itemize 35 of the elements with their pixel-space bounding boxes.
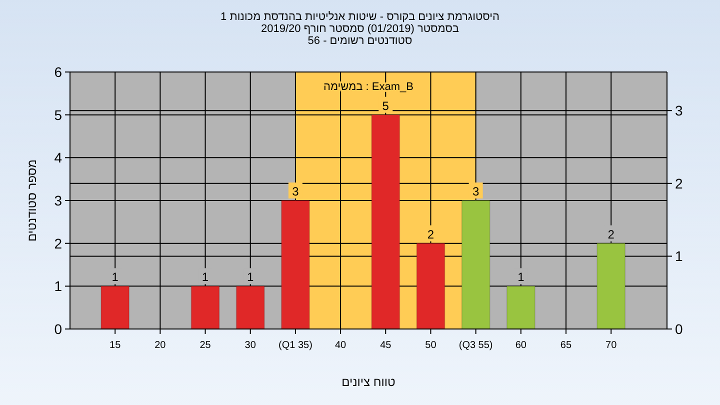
x-tick-label: (Q3 55): [458, 340, 493, 351]
x-tick-label: 30: [244, 340, 256, 351]
data-label: 2: [608, 227, 615, 242]
y-tick-label: 4: [54, 150, 62, 166]
data-label: 5: [382, 98, 390, 113]
y2-tick-label: 2: [675, 175, 683, 192]
y-tick-label: 3: [54, 192, 62, 208]
x-tick-label: 20: [154, 340, 166, 351]
x-tick-label: 60: [515, 340, 527, 351]
y-tick-label: 2: [54, 235, 62, 252]
x-tick-label: 45: [380, 340, 392, 351]
y-tick-label: 1: [54, 278, 62, 294]
y-tick-label: 5: [54, 106, 62, 123]
data-label: 2: [427, 227, 434, 242]
y2-tick-label: 0: [675, 321, 683, 337]
data-label: 1: [112, 270, 119, 284]
x-axis-title: טווח ציונים: [342, 375, 396, 389]
y-tick-label: 6: [54, 64, 62, 80]
data-label: 3: [472, 184, 480, 198]
x-tick-label: 25: [200, 340, 212, 351]
y2-tick-label: 1: [675, 248, 683, 264]
y2-tick-label: 3: [675, 102, 683, 119]
x-tick-label: 15: [110, 340, 122, 351]
x-tick-label: 70: [606, 340, 618, 351]
y-axis-title: מספר סטודנטים: [25, 159, 39, 242]
y-tick-label: 0: [54, 321, 62, 337]
x-tick-label: (Q1 35): [278, 340, 312, 351]
data-label: 1: [247, 270, 254, 284]
chart-title: היסטוגרמת ציונים בקורס - שיטות אנליטיות בהנדסת מכונות 1 בסמסטר (01/2019) סמסטר חורף 2019/20 סטודנטים רשומים - 56: [220, 11, 500, 47]
data-label: 1: [202, 270, 209, 284]
data-label: 1: [518, 270, 525, 284]
x-tick-label: 50: [425, 340, 437, 351]
x-tick-label: 40: [334, 340, 347, 351]
data-label: 3: [292, 184, 300, 198]
x-tick-label: 65: [560, 340, 572, 351]
